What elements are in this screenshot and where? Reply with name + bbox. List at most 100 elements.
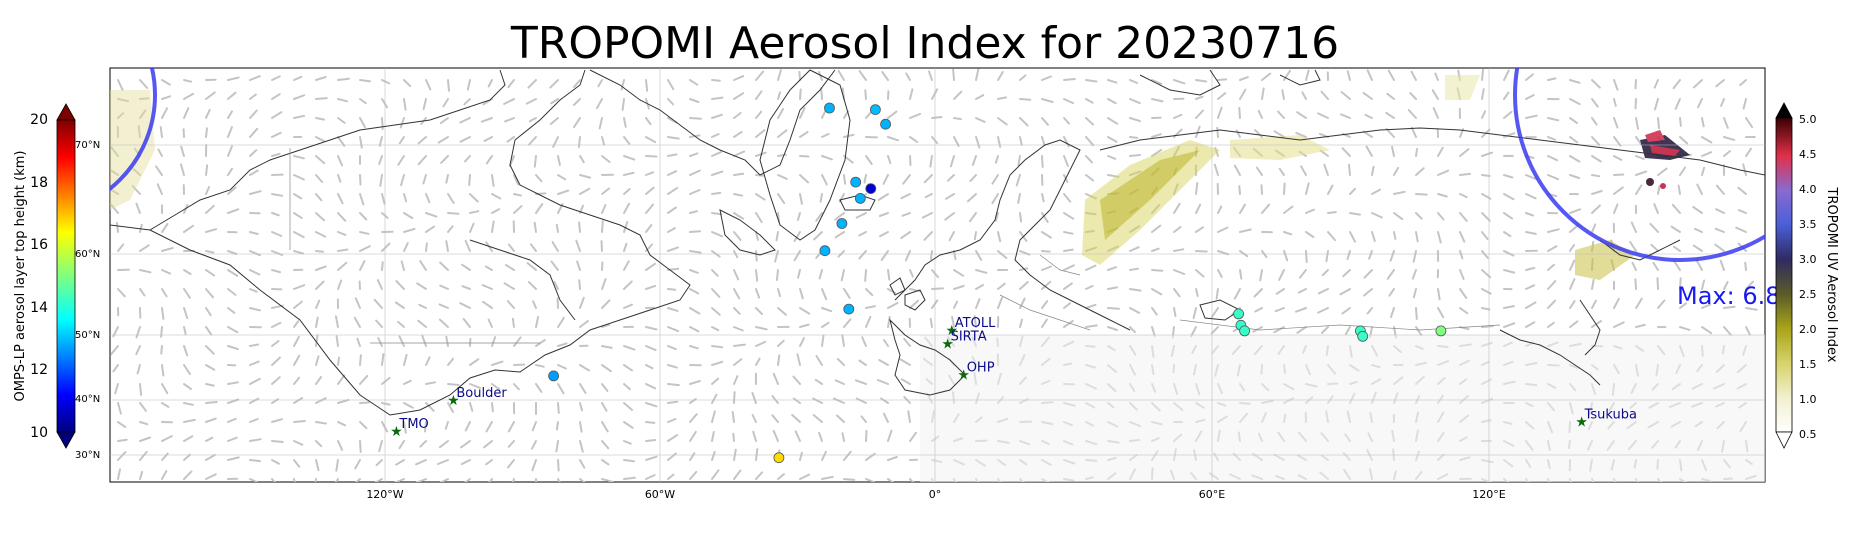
wind-arrow: [535, 478, 538, 482]
wind-arrow: [1701, 279, 1706, 290]
wind-arrow: [447, 402, 454, 413]
wind-arrow: [136, 364, 141, 375]
wind-arrow: [1041, 193, 1045, 203]
wind-arrow: [645, 326, 658, 331]
wind-arrow: [139, 269, 152, 274]
wind-arrow: [114, 383, 119, 395]
wind-arrow: [953, 284, 965, 290]
wind-arrow: [549, 79, 559, 89]
wind-arrow: [711, 360, 724, 366]
wind-arrow: [1481, 231, 1489, 240]
wind-arrow: [424, 421, 427, 433]
wind-arrow: [733, 172, 745, 176]
wind-arrow: [293, 284, 306, 290]
wind-arrow: [183, 364, 191, 376]
wind-arrow: [439, 284, 449, 290]
wind-arrow: [507, 459, 515, 469]
wind-arrow: [733, 150, 746, 157]
wind-arrow: [579, 364, 590, 372]
wind-arrow: [1107, 117, 1119, 125]
wind-arrow: [337, 374, 346, 385]
wind-arrow: [205, 383, 215, 387]
wind-arrow: [1107, 79, 1118, 84]
wind-arrow: [1233, 164, 1241, 176]
wind-arrow: [459, 136, 471, 143]
wind-arrow: [881, 71, 889, 81]
wind-arrow: [880, 250, 889, 261]
wind-arrow: [1635, 117, 1639, 130]
wind-arrow: [1393, 166, 1400, 176]
wind-arrow: [953, 136, 960, 147]
wind-arrow: [689, 189, 701, 195]
wind-arrow: [1503, 212, 1514, 220]
wind-arrow: [689, 169, 701, 176]
wind-arrow: [1195, 203, 1202, 214]
wind-arrow: [820, 87, 823, 100]
wind-arrow: [553, 281, 559, 290]
wind-arrow: [117, 421, 127, 428]
wind-arrow: [359, 117, 366, 129]
wind-arrow: [812, 414, 823, 423]
wind-arrow: [1107, 326, 1118, 331]
wind-arrow: [689, 345, 699, 350]
wind-arrow: [1547, 77, 1557, 81]
wind-arrow: [1195, 226, 1204, 233]
wind-arrow: [1635, 323, 1646, 328]
wind-arrow: [645, 117, 652, 126]
wind-arrow: [623, 345, 636, 351]
wind-arrow: [711, 288, 721, 298]
wind-arrow: [887, 269, 891, 281]
lat-tick-label: 50°N: [75, 330, 100, 341]
wind-arrow: [1415, 212, 1423, 220]
wind-arrow: [161, 402, 170, 408]
omps-point: [836, 218, 848, 229]
wind-arrow: [271, 75, 281, 81]
wind-arrow: [403, 242, 409, 252]
wind-arrow: [394, 478, 405, 482]
wind-arrow: [381, 117, 384, 130]
wind-arrow: [315, 193, 323, 202]
wind-arrow: [381, 402, 391, 406]
wind-arrow: [1670, 225, 1681, 233]
wind-arrow: [1129, 288, 1142, 292]
wind-arrow: [447, 79, 450, 92]
wind-arrow: [865, 155, 873, 165]
wind-arrow: [459, 117, 471, 124]
wind-arrow: [205, 417, 217, 423]
wind-arrow: [953, 250, 957, 261]
wind-arrow: [1679, 166, 1687, 176]
station-marker: ★: [390, 424, 403, 440]
wind-arrow: [513, 383, 520, 391]
wind-arrow: [403, 79, 412, 88]
wind-arrow: [1629, 241, 1637, 252]
wind-arrow: [1525, 212, 1534, 217]
wind-arrow: [354, 459, 361, 470]
wind-arrow: [1723, 326, 1732, 336]
wind-arrow: [621, 98, 625, 111]
wind-arrow: [1296, 111, 1307, 119]
wind-arrow: [381, 376, 391, 385]
wind-arrow: [733, 130, 743, 138]
wind-arrow: [1569, 98, 1581, 106]
wind-arrow: [755, 129, 766, 138]
wind-arrow: [1195, 125, 1201, 138]
wind-arrow: [1635, 170, 1648, 176]
wind-arrow: [1672, 245, 1681, 252]
wind-arrow: [161, 79, 171, 86]
wind-arrow: [1735, 226, 1747, 233]
wind-arrow: [293, 459, 301, 468]
wind-arrow: [579, 155, 585, 164]
wind-arrow: [1215, 288, 1219, 300]
wind-arrow: [157, 148, 163, 157]
wind-arrow: [1041, 265, 1053, 271]
wind-arrow: [1254, 129, 1263, 138]
wind-arrow: [821, 475, 834, 480]
wind-arrow: [183, 345, 189, 357]
wind-arrow: [798, 70, 801, 81]
wind-arrow: [755, 250, 758, 262]
wind-arrow: [909, 136, 919, 143]
wind-arrow: [1385, 111, 1395, 119]
wind-arrow: [1063, 78, 1076, 81]
latitude-tick-labels: 30°N 40°N 50°N 60°N 70°N: [75, 140, 100, 461]
wind-arrow: [733, 358, 743, 366]
